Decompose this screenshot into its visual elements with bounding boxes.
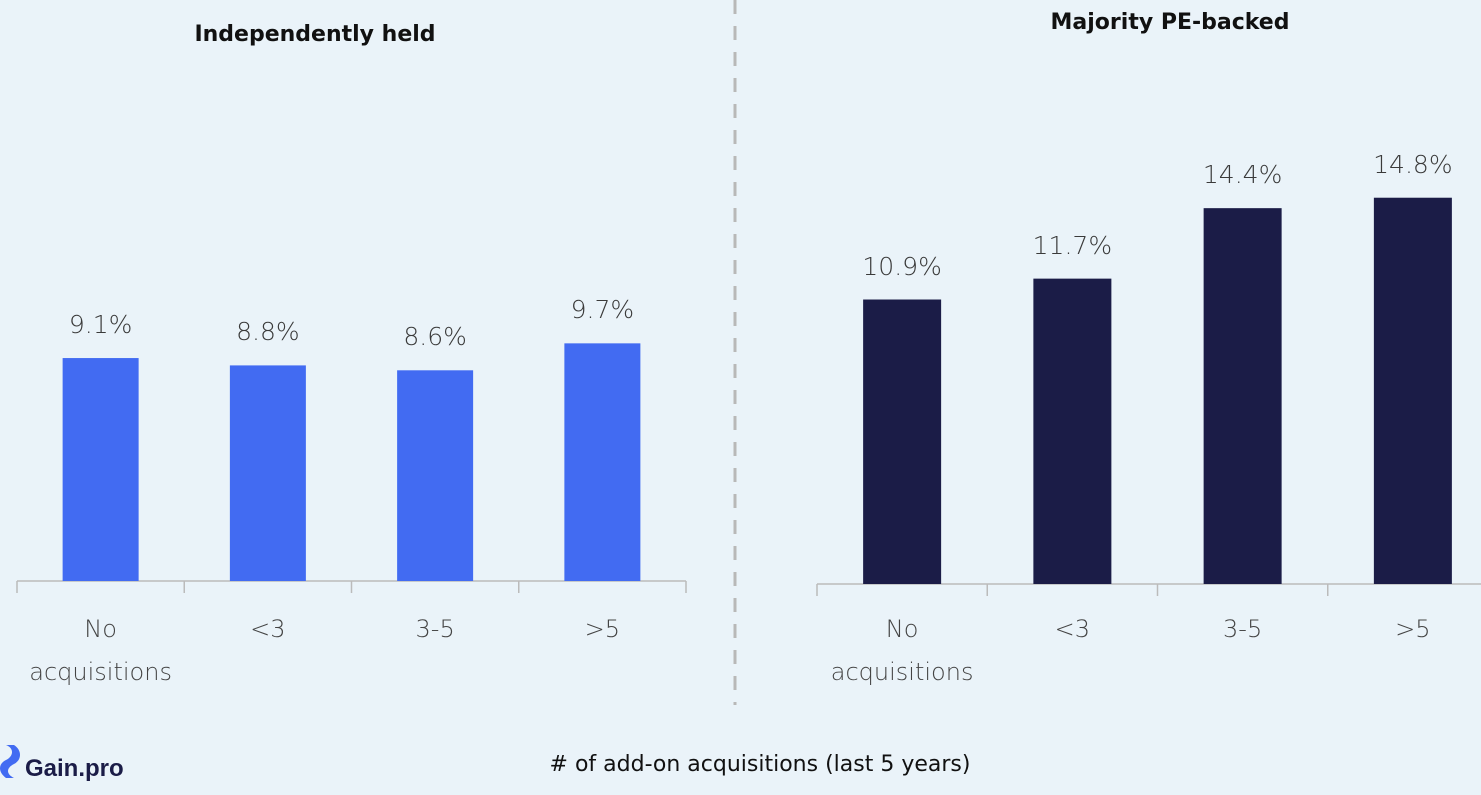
bar — [1203, 208, 1282, 584]
x-tick-label: 3-5 — [415, 615, 455, 643]
logo-icon — [0, 745, 20, 778]
x-tick-label: No acquisitions — [830, 615, 974, 686]
x-tick-label: <3 — [1054, 615, 1091, 643]
chart-title: Majority PE-backed — [1050, 10, 1290, 35]
value-label: 14.4% — [1202, 160, 1283, 190]
bar — [397, 370, 474, 581]
value-label: 14.8% — [1373, 149, 1453, 179]
x-tick-label: >5 — [584, 615, 621, 643]
bar — [62, 358, 139, 581]
x-tick-label: <3 — [250, 615, 286, 643]
bar — [863, 299, 942, 584]
value-label: 11.7% — [1032, 230, 1113, 260]
x-axis-label: # of add-on acquisitions (last 5 years) — [549, 752, 971, 777]
bar — [229, 365, 306, 581]
value-label: 8.8% — [236, 317, 300, 347]
value-label: 8.6% — [403, 322, 467, 352]
x-tick-label: 3-5 — [1223, 615, 1263, 643]
value-label: 10.9% — [862, 251, 942, 281]
bar — [1033, 278, 1112, 584]
bar — [1373, 197, 1452, 584]
x-tick-label: No acquisitions — [29, 615, 172, 686]
value-label: 9.7% — [570, 295, 635, 325]
chart-title: Independently held — [194, 22, 436, 47]
bar — [564, 343, 641, 581]
logo: Gain.pro — [25, 755, 124, 782]
x-tick-label: >5 — [1395, 615, 1431, 643]
value-label: 9.1% — [68, 310, 133, 340]
